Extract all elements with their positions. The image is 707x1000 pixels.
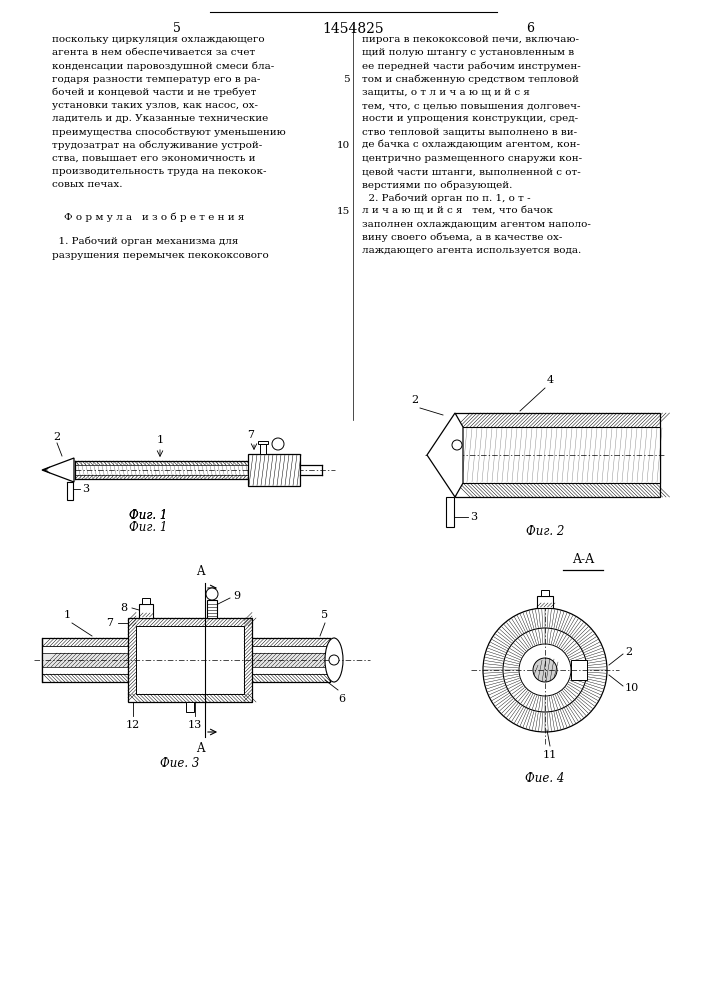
- Text: 13: 13: [188, 720, 202, 730]
- Circle shape: [533, 658, 557, 682]
- Text: Фие. 4: Фие. 4: [525, 772, 565, 785]
- Text: Фиг. 1: Фиг. 1: [129, 521, 167, 534]
- Bar: [446, 497, 454, 527]
- Text: 1454825: 1454825: [322, 22, 384, 36]
- Bar: [455, 413, 660, 497]
- Text: производительность труда на пекокок-: производительность труда на пекокок-: [52, 167, 267, 176]
- Text: 5: 5: [344, 75, 350, 84]
- Text: 3: 3: [470, 512, 477, 522]
- Text: 15: 15: [337, 207, 350, 216]
- Bar: [136, 626, 244, 694]
- Text: ладитель и др. Указанные технические: ладитель и др. Указанные технические: [52, 114, 268, 123]
- Text: том и снабженную средством тепловой: том и снабженную средством тепловой: [362, 75, 579, 84]
- Text: преимущества способствуют уменьшению: преимущества способствуют уменьшению: [52, 127, 286, 137]
- Text: Фиг. 2: Фиг. 2: [526, 525, 564, 538]
- Text: вину своего объема, а в качестве ох-: вину своего объема, а в качестве ох-: [362, 233, 562, 242]
- Text: Ф о р м у л а   и з о б р е т е н и я: Ф о р м у л а и з о б р е т е н и я: [64, 213, 245, 222]
- Text: 7: 7: [107, 618, 114, 628]
- Circle shape: [329, 655, 339, 665]
- Text: конденсации паровоздушной смеси бла-: конденсации паровоздушной смеси бла-: [52, 61, 274, 71]
- Circle shape: [519, 644, 571, 696]
- Ellipse shape: [325, 638, 343, 682]
- Circle shape: [503, 628, 587, 712]
- Text: 3: 3: [82, 484, 89, 494]
- Text: установки таких узлов, как насос, ох-: установки таких узлов, как насос, ох-: [52, 101, 258, 110]
- Text: лаждающего агента используется вода.: лаждающего агента используется вода.: [362, 246, 581, 255]
- Bar: [258, 441, 268, 444]
- Text: 5: 5: [322, 610, 329, 620]
- Text: Фие. 3: Фие. 3: [160, 757, 199, 770]
- Text: ство тепловой защиты выполнено в ви-: ство тепловой защиты выполнено в ви-: [362, 127, 577, 136]
- Text: 4: 4: [547, 375, 554, 385]
- Text: Фиг. 1: Фиг. 1: [129, 509, 167, 522]
- Text: 7: 7: [247, 430, 255, 440]
- Text: тем, что, с целью повышения долговеч-: тем, что, с целью повышения долговеч-: [362, 101, 580, 110]
- Bar: [537, 596, 553, 608]
- Bar: [142, 598, 150, 604]
- Text: 9: 9: [233, 591, 240, 601]
- Text: цевой части штанги, выполненной с от-: цевой части штанги, выполненной с от-: [362, 167, 580, 176]
- Text: A: A: [196, 742, 204, 755]
- Bar: [139, 604, 153, 618]
- Text: совых печах.: совых печах.: [52, 180, 122, 189]
- Bar: [260, 444, 266, 454]
- Text: трудозатрат на обслуживание устрой-: трудозатрат на обслуживание устрой-: [52, 141, 262, 150]
- Text: поскольку циркуляция охлаждающего: поскольку циркуляция охлаждающего: [52, 35, 264, 44]
- Text: годаря разности температур его в ра-: годаря разности температур его в ра-: [52, 75, 260, 84]
- Text: 12: 12: [126, 720, 140, 730]
- Text: агента в нем обеспечивается за счет: агента в нем обеспечивается за счет: [52, 48, 255, 57]
- Bar: [571, 660, 587, 680]
- Text: ности и упрощения конструкции, сред-: ности и упрощения конструкции, сред-: [362, 114, 578, 123]
- Text: пирога в пекококсовой печи, включаю-: пирога в пекококсовой печи, включаю-: [362, 35, 579, 44]
- Text: 1. Рабочий орган механизма для: 1. Рабочий орган механизма для: [52, 236, 238, 246]
- Circle shape: [206, 588, 218, 600]
- Text: верстиями по образующей.: верстиями по образующей.: [362, 180, 513, 190]
- Text: 8: 8: [120, 603, 127, 613]
- Bar: [128, 618, 252, 702]
- Bar: [42, 653, 330, 667]
- Polygon shape: [42, 458, 74, 482]
- Text: защиты, о т л и ч а ю щ и й с я: защиты, о т л и ч а ю щ и й с я: [362, 88, 530, 97]
- Polygon shape: [427, 413, 463, 497]
- Text: де бачка с охлаждающим агентом, кон-: де бачка с охлаждающим агентом, кон-: [362, 141, 580, 150]
- Text: 6: 6: [339, 694, 346, 704]
- Text: 2. Рабочий орган по п. 1, о т -: 2. Рабочий орган по п. 1, о т -: [362, 193, 531, 203]
- Text: 2: 2: [54, 432, 61, 442]
- Text: заполнен охлаждающим агентом наполо-: заполнен охлаждающим агентом наполо-: [362, 220, 591, 229]
- Text: л и ч а ю щ и й с я   тем, что бачок: л и ч а ю щ и й с я тем, что бачок: [362, 207, 553, 216]
- Text: A-A: A-A: [572, 553, 594, 566]
- Text: A: A: [196, 565, 204, 578]
- Text: ства, повышает его экономичность и: ства, повышает его экономичность и: [52, 154, 255, 163]
- Bar: [455, 427, 660, 483]
- Text: 10: 10: [337, 141, 350, 150]
- Text: Фиг. 1: Фиг. 1: [129, 509, 167, 522]
- Text: 10: 10: [625, 683, 639, 693]
- Text: 5: 5: [173, 22, 181, 35]
- Text: 2: 2: [411, 395, 419, 405]
- Text: бочей и концевой части и не требует: бочей и концевой части и не требует: [52, 88, 257, 97]
- Bar: [67, 482, 73, 500]
- Circle shape: [483, 608, 607, 732]
- Bar: [541, 590, 549, 596]
- Text: разрушения перемычек пекококсового: разрушения перемычек пекококсового: [52, 251, 269, 260]
- Bar: [186, 702, 194, 712]
- Bar: [42, 638, 330, 682]
- Text: центрично размещенного снаружи кон-: центрично размещенного снаружи кон-: [362, 154, 582, 163]
- Bar: [207, 600, 217, 618]
- Circle shape: [272, 438, 284, 450]
- Text: щий полую штангу с установленным в: щий полую штангу с установленным в: [362, 48, 574, 57]
- Text: ее передней части рабочим инструмен-: ее передней части рабочим инструмен-: [362, 61, 580, 71]
- Bar: [42, 646, 330, 674]
- Text: 11: 11: [543, 750, 557, 760]
- Text: 2: 2: [625, 647, 632, 657]
- Text: 1: 1: [156, 435, 163, 445]
- Text: 1: 1: [64, 610, 71, 620]
- Bar: [248, 454, 300, 486]
- Circle shape: [452, 440, 462, 450]
- Text: 6: 6: [526, 22, 534, 35]
